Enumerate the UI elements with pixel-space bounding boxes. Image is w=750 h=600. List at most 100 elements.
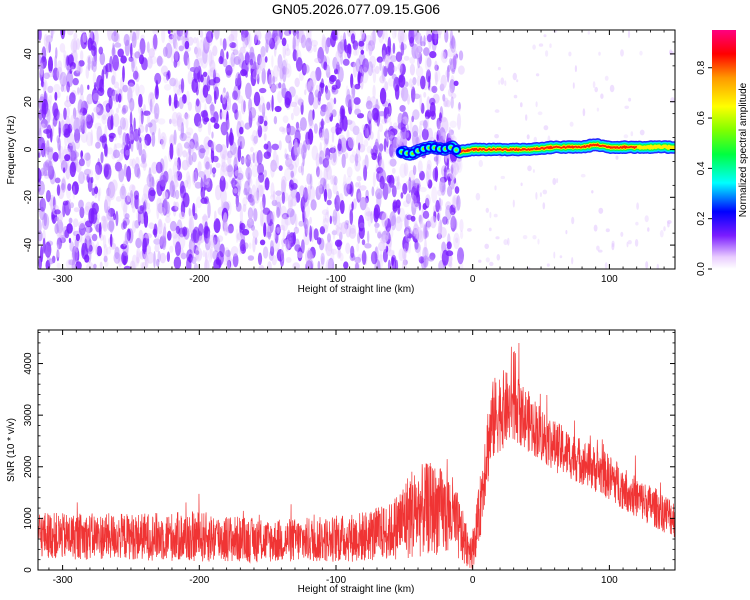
noise-cell: [317, 260, 321, 269]
noise-cell: [193, 58, 200, 74]
noise-cell: [379, 87, 387, 105]
noise-cell: [516, 79, 519, 83]
noise-cell: [80, 131, 88, 143]
noise-cell: [285, 257, 292, 263]
noise-cell: [455, 237, 459, 244]
noise-cell: [80, 150, 84, 159]
noise-cell: [72, 185, 76, 199]
noise-cell: [456, 195, 461, 211]
noise-cell: [204, 181, 210, 188]
noise-cell: [340, 107, 344, 123]
noise-cell: [402, 183, 408, 195]
noise-cell: [372, 68, 377, 84]
noise-cell: [549, 43, 552, 48]
noise-cell: [334, 195, 341, 212]
noise-cell: [198, 48, 202, 57]
noise-cell: [244, 180, 250, 196]
noise-cell: [152, 30, 160, 35]
noise-cell: [111, 31, 119, 42]
noise-cell: [201, 37, 207, 44]
signal-band: [458, 143, 638, 154]
noise-cell: [259, 210, 264, 227]
noise-cell: [156, 55, 163, 67]
noise-cell: [348, 136, 355, 149]
noise-cell: [309, 70, 317, 87]
noise-cell: [182, 226, 188, 237]
noise-cell: [410, 215, 416, 222]
noise-cell: [399, 163, 407, 178]
noise-cell: [386, 113, 392, 123]
noise-cell: [307, 250, 313, 261]
noise-cell: [404, 231, 410, 237]
noise-cell: [257, 252, 263, 266]
noise-cell: [327, 257, 335, 269]
noise-cell: [166, 251, 170, 262]
noise-cell: [117, 253, 123, 268]
noise-cell: [454, 206, 458, 213]
noise-cell: [543, 125, 549, 131]
noise-cell: [107, 147, 114, 155]
noise-cell: [260, 46, 266, 58]
noise-cell: [341, 153, 346, 168]
noise-cell: [176, 30, 183, 37]
noise-cell: [412, 224, 420, 235]
noise-cell: [600, 93, 604, 99]
noise-cell: [75, 261, 82, 269]
noise-cell: [153, 251, 156, 269]
noise-cell: [269, 84, 277, 92]
noise-cell: [315, 66, 322, 82]
noise-cell: [303, 64, 310, 74]
noise-cell: [394, 30, 397, 38]
x-tick-label: -100: [326, 575, 346, 586]
noise-cell: [56, 91, 61, 99]
noise-cell: [294, 213, 298, 229]
noise-cell: [116, 107, 119, 114]
noise-cell: [305, 81, 311, 91]
noise-cell: [325, 101, 333, 118]
noise-cell: [144, 152, 148, 160]
noise-cell: [112, 42, 115, 59]
noise-cell: [107, 220, 115, 232]
noise-cell: [56, 262, 61, 269]
noise-cell: [281, 37, 287, 47]
noise-cell: [43, 72, 50, 80]
noise-cell: [596, 245, 600, 251]
noise-cell: [262, 102, 266, 119]
noise-cell: [109, 183, 116, 201]
noise-cell: [429, 51, 437, 59]
noise-cell: [330, 248, 338, 255]
noise-cell: [620, 231, 624, 237]
noise-cell: [330, 152, 338, 166]
noise-cell: [163, 74, 169, 84]
noise-cell: [92, 54, 98, 67]
noise-cell: [397, 63, 402, 70]
noise-cell: [445, 205, 452, 221]
noise-cell: [225, 165, 233, 173]
noise-cell: [442, 51, 446, 60]
noise-cell: [256, 187, 260, 201]
noise-cell: [209, 105, 216, 113]
noise-cell: [431, 85, 438, 94]
noise-cell: [105, 212, 111, 221]
noise-cell: [365, 211, 373, 217]
noise-cell: [270, 240, 274, 253]
noise-cell: [91, 187, 96, 196]
noise-cell: [294, 77, 300, 88]
noise-cell: [147, 56, 153, 69]
noise-cell: [228, 34, 235, 42]
noise-cell: [449, 120, 457, 128]
noise-cell: [254, 30, 258, 44]
noise-cell: [298, 165, 303, 174]
noise-cell: [111, 242, 117, 250]
noise-cell: [329, 147, 336, 154]
noise-cell: [407, 240, 412, 254]
noise-cell: [225, 64, 233, 76]
noise-cell: [542, 189, 548, 195]
noise-cell: [305, 37, 312, 52]
noise-cell: [325, 39, 330, 55]
noise-cell: [447, 88, 453, 97]
noise-cell: [580, 173, 586, 178]
noise-cell: [241, 135, 245, 150]
noise-cell: [326, 199, 332, 206]
noise-cell: [235, 38, 239, 55]
